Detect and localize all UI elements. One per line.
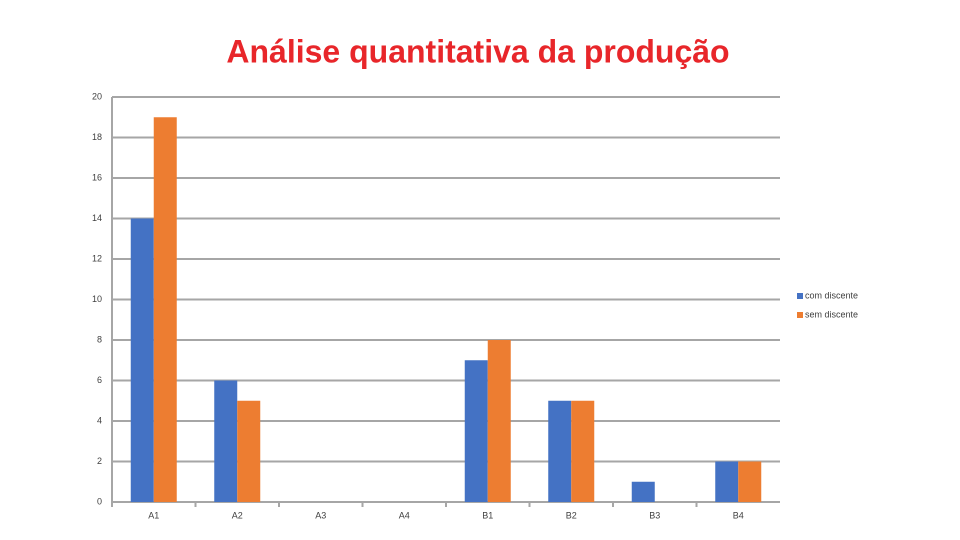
y-tick-label: 16 xyxy=(92,172,102,182)
bar xyxy=(237,400,261,502)
x-tick-label: A4 xyxy=(399,510,410,520)
chart-title: Análise quantitativa da produção xyxy=(226,33,729,69)
bar xyxy=(214,380,238,502)
y-tick-label: 20 xyxy=(92,91,102,101)
x-tick-label: B1 xyxy=(482,510,493,520)
bar xyxy=(153,117,177,502)
bar xyxy=(464,360,488,502)
y-tick-label: 4 xyxy=(97,415,102,425)
x-tick-label: A3 xyxy=(315,510,326,520)
bar xyxy=(715,461,739,502)
x-tick-label: B2 xyxy=(566,510,577,520)
y-tick-label: 18 xyxy=(92,132,102,142)
legend-swatch xyxy=(797,293,803,299)
y-tick-label: 6 xyxy=(97,375,102,385)
y-tick-label: 14 xyxy=(92,213,102,223)
bar xyxy=(548,400,572,502)
y-tick-label: 8 xyxy=(97,334,102,344)
bar xyxy=(571,400,595,502)
bar xyxy=(631,481,655,502)
legend-label: com discente xyxy=(805,290,858,300)
x-tick-label: A2 xyxy=(232,510,243,520)
x-tick-label: B4 xyxy=(733,510,744,520)
bar xyxy=(130,218,154,502)
bar xyxy=(487,340,511,502)
x-tick-label: A1 xyxy=(148,510,159,520)
y-tick-label: 10 xyxy=(92,294,102,304)
y-tick-label: 0 xyxy=(97,496,102,506)
x-tick-label: B3 xyxy=(649,510,660,520)
y-tick-label: 2 xyxy=(97,456,102,466)
bar xyxy=(738,461,762,502)
legend-label: sem discente xyxy=(805,309,858,319)
legend-swatch xyxy=(797,312,803,318)
y-tick-label: 12 xyxy=(92,253,102,263)
